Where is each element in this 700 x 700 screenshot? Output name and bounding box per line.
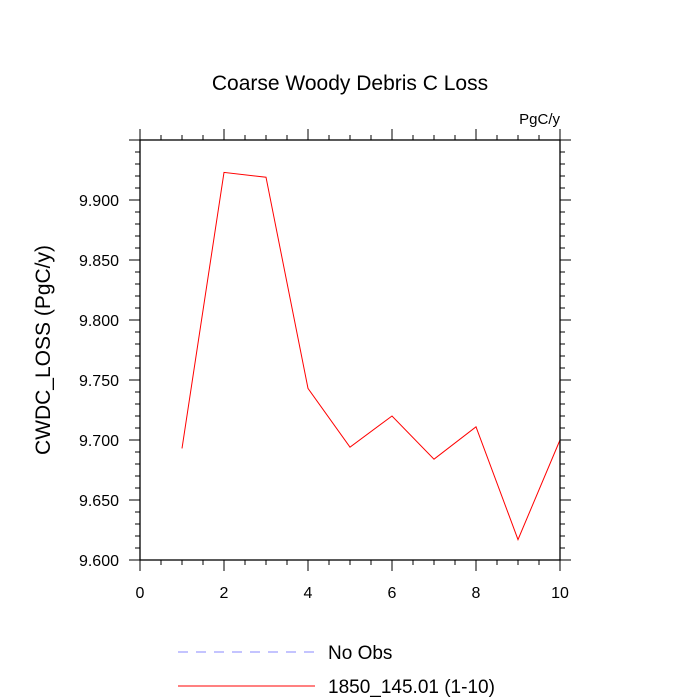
data-series: [181, 171, 561, 541]
legend-label: 1850_145.01 (1-10): [328, 677, 495, 698]
legend: No Obs 1850_145.01 (1-10): [178, 643, 495, 698]
legend-label: No Obs: [328, 643, 392, 664]
x-tick-label: 2: [220, 585, 229, 602]
data-point: [349, 446, 352, 449]
data-point: [475, 425, 478, 428]
x-tick-label: 8: [472, 585, 481, 602]
data-point: [307, 387, 310, 390]
y-axis-label: CWDC_LOSS (PgC/y): [32, 245, 55, 455]
x-tick-label: 0: [136, 585, 145, 602]
x-tick-label: 4: [304, 585, 313, 602]
x-tick-label: 6: [388, 585, 397, 602]
data-point: [181, 447, 184, 450]
plot-frame: [139, 139, 561, 561]
y-tick-label: 9.600: [79, 553, 119, 570]
data-point: [391, 415, 394, 418]
axis-ticks: 0 2 4 6 8 10 9.600 9.650 9.700 9.750 9.800 9.850 9.9…: [79, 129, 571, 602]
series-line: [181, 171, 561, 541]
y-tick-label: 9.850: [79, 253, 119, 270]
y-tick-label: 9.750: [79, 373, 119, 390]
data-point: [433, 458, 436, 461]
y-tick-label: 9.700: [79, 433, 119, 450]
data-point: [223, 171, 226, 174]
chart-title: Coarse Woody Debris C Loss: [212, 72, 488, 95]
y-tick-label: 9.900: [79, 193, 119, 210]
y-tick-label: 9.800: [79, 313, 119, 330]
x-tick-label: 10: [551, 585, 569, 602]
y-tick-label: 9.650: [79, 493, 119, 510]
units-label: PgC/y: [519, 111, 560, 128]
data-point: [265, 176, 268, 179]
data-point: [517, 538, 520, 541]
